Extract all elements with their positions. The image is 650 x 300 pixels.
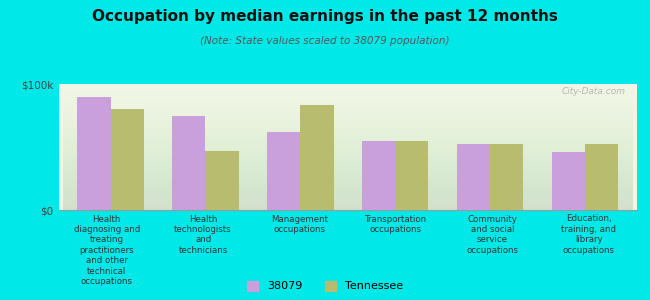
Text: Education,
training, and
library
occupations: Education, training, and library occupat… xyxy=(562,214,616,255)
Bar xyxy=(490,145,523,210)
Bar xyxy=(111,109,144,210)
Bar xyxy=(362,141,395,210)
Bar xyxy=(585,145,618,210)
Text: Community
and social
service
occupations: Community and social service occupations xyxy=(466,214,519,255)
Text: Health
technologists
and
technicians: Health technologists and technicians xyxy=(174,214,232,255)
Bar xyxy=(457,145,490,210)
Bar xyxy=(395,141,428,210)
Text: Occupation by median earnings in the past 12 months: Occupation by median earnings in the pas… xyxy=(92,9,558,24)
Legend: 38079, Tennessee: 38079, Tennessee xyxy=(247,281,403,291)
Text: Management
occupations: Management occupations xyxy=(271,214,328,234)
Bar xyxy=(205,151,239,210)
Bar xyxy=(267,132,300,210)
Bar xyxy=(77,97,110,210)
Text: Health
diagnosing and
treating
practitioners
and other
technical
occupations: Health diagnosing and treating practitio… xyxy=(73,214,140,286)
Text: City-Data.com: City-Data.com xyxy=(562,86,625,95)
Bar xyxy=(172,116,205,210)
Text: (Note: State values scaled to 38079 population): (Note: State values scaled to 38079 popu… xyxy=(200,36,450,46)
Text: Transportation
occupations: Transportation occupations xyxy=(365,214,427,234)
Bar xyxy=(300,105,333,210)
Bar xyxy=(552,152,585,210)
